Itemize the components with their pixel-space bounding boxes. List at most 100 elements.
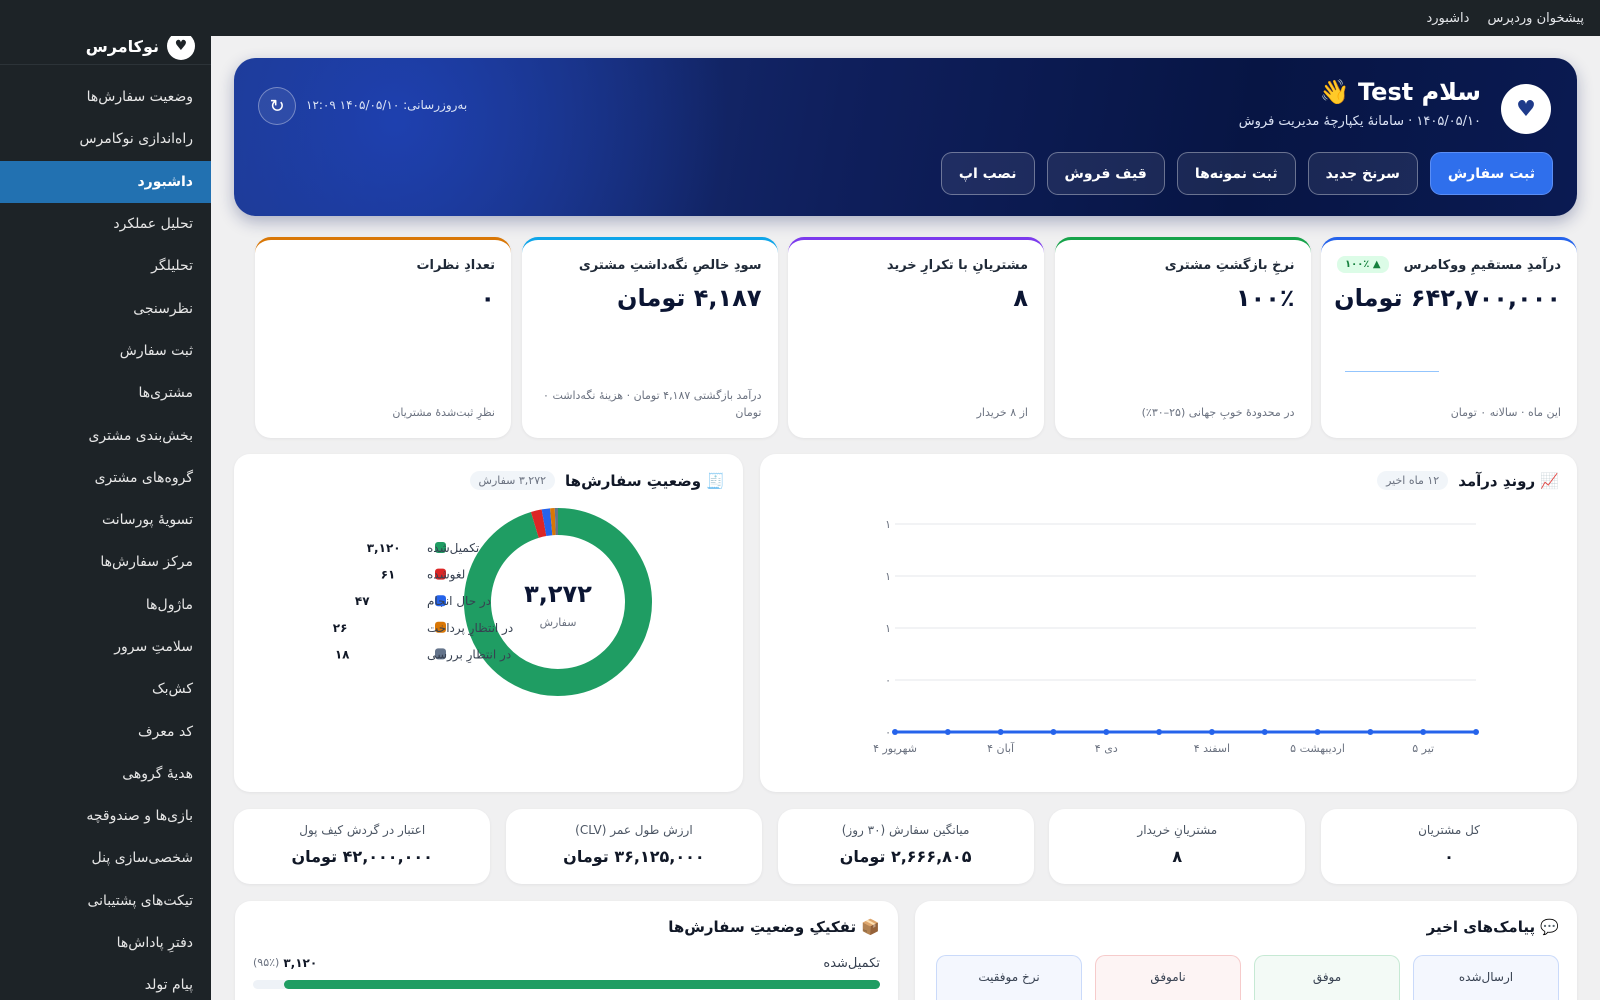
menu-item[interactable]: مرکز سفارش‌ها — [100, 554, 193, 571]
hero-button[interactable]: قیف فروش — [1046, 152, 1165, 195]
top-link[interactable]: پیشخوان وردپرس — [1487, 10, 1584, 26]
menu-item[interactable]: ماژول‌ها — [145, 596, 193, 613]
divider — [0, 64, 211, 65]
hero-button[interactable]: سرنخ جدید — [1307, 152, 1418, 195]
progress-bar — [284, 980, 880, 989]
stat-value: ۲,۶۶۶,۸۰۵ تومان — [839, 847, 972, 866]
legend-label: در انتظارِ بررسی — [427, 647, 511, 663]
point — [1208, 729, 1215, 735]
revenue-card: 📈 روندِ درآمد ۱۲ ماه اخیر ۱ ۱ ۱ ۰ ۰ شهریور ۴ آبا… — [760, 454, 1577, 792]
hero-logo: ♥ — [1501, 84, 1551, 134]
menu-item[interactable]: وضعیت سفارش‌ها — [86, 89, 193, 106]
y-tick-label: ۱ — [885, 570, 891, 583]
stat-value: ۴۲,۰۰۰,۰۰۰ تومان — [291, 847, 433, 866]
title: 📈 روندِ درآمد — [1458, 471, 1559, 490]
legend-value: ۲۶ — [333, 621, 348, 635]
kpi-note: این ماه · سالانه ۰ تومان — [1450, 406, 1561, 420]
kpi-title: درآمدِ مستقیمِ ووکامرس — [1403, 258, 1561, 273]
menu-item[interactable]: سلامتِ سرور — [114, 639, 193, 655]
stat-card: مشتریانِ خریدار ۸ — [1049, 809, 1306, 884]
refresh-button[interactable]: ↻ — [258, 87, 296, 125]
stat-card: ارزش طول عمر (CLV) ۳۶,۱۲۵,۰۰۰ تومان — [505, 809, 762, 884]
sms-box: ناموفق — [1095, 955, 1241, 1000]
card-title: 💬 پیامک‌های اخیر — [1427, 918, 1559, 936]
stat-label: کل مشتریان — [1418, 823, 1480, 837]
legend-label: تکمیل‌شده — [427, 541, 479, 555]
menu-item[interactable]: کش‌بک — [152, 681, 193, 698]
menu-item[interactable]: پیام تولد — [144, 977, 193, 994]
kpi-card: تعدادِ نظرات ۰ نظرِ ثبت‌شدهٔ مشتریان — [255, 237, 511, 438]
stat-label: اعتبار در گردش کیف پول — [299, 823, 426, 837]
main: ♥ سلام Test 👋 ۱۴۰۵/۰۵/۱۰ · سامانهٔ یکپار… — [211, 36, 1600, 1000]
x-tick-label: تیر ۵ — [1412, 742, 1434, 755]
sms-box: موفق — [1254, 955, 1400, 1000]
kpi-title: سودِ خالصِ نگه‌داشتِ مشتری — [578, 258, 762, 273]
menu-item[interactable]: تحلیل عملکرد — [113, 216, 193, 233]
y-tick-label: ۱ — [885, 518, 891, 531]
kpi-value: ۴,۱۸۷ تومان — [617, 284, 762, 312]
sms-box: نرخ موفقیت — [936, 955, 1082, 1000]
stat-card: اعتبار در گردش کیف پول ۴۲,۰۰۰,۰۰۰ تومان — [234, 809, 491, 884]
hero-button[interactable]: ثبت سفارش — [1429, 152, 1553, 195]
hero-buttons: ثبت سفارش سرنخ جدید ثبت نمونه‌ها قیف فروش نص… — [940, 152, 1553, 195]
x-tick-label: آبان ۴ — [987, 741, 1015, 755]
kpi-title: مشتریانِ با تکرارِ خرید — [886, 258, 1028, 273]
center-label: سفارش — [540, 616, 577, 629]
x-tick-label: شهریور ۴ — [873, 742, 917, 755]
hero-title: سلام Test 👋 — [1319, 78, 1481, 106]
sidebar: ♥ نوکامرس وضعیت سفارش‌ها راه‌اندازی نوکام… — [0, 36, 211, 1000]
menu-item[interactable]: راه‌اندازی نوکامرس — [79, 131, 193, 148]
hero-button[interactable]: ثبت نمونه‌ها — [1176, 152, 1296, 195]
point — [892, 729, 898, 735]
menu-item[interactable]: تحلیلگر — [151, 258, 193, 275]
legend-swatch — [435, 542, 446, 553]
card-title: 📈 روندِ درآمد ۱۲ ماه اخیر — [1377, 471, 1559, 490]
kpi-title: نرخِ بازگشتِ مشتری — [1164, 258, 1295, 273]
menu-item[interactable]: مشتری‌ها — [138, 385, 193, 402]
menu-item[interactable]: دفترِ پاداش‌ها — [116, 935, 193, 952]
top-link[interactable]: داشبورد — [1426, 10, 1470, 26]
row-percent: (۹۵٪) — [253, 956, 280, 969]
y-tick-label: ۱ — [885, 622, 891, 635]
menu-item[interactable]: داشبورد — [0, 160, 211, 203]
hero-button[interactable]: نصب اپ — [940, 152, 1035, 195]
kpi-card: درآمدِ مستقیمِ ووکامرس ۶۴۲,۷۰۰,۰۰۰ تومان ا… — [1321, 237, 1577, 438]
stat-card: میانگین سفارش (۳۰ روز) ۲,۶۶۶,۸۰۵ تومان — [777, 809, 1034, 884]
title: 💬 پیامک‌های اخیر — [1426, 918, 1559, 936]
point — [1314, 729, 1321, 735]
legend-value: ۴۷ — [355, 594, 370, 608]
point — [1473, 729, 1479, 735]
center-value: ۳,۲۷۲ — [524, 580, 592, 608]
top-bar: پیشخوان وردپرس داشبورد — [0, 0, 1600, 36]
kpi-value: ۶۴۲,۷۰۰,۰۰۰ تومان — [1334, 284, 1561, 312]
updated: به‌روزرسانی: ۱۴۰۵/۰۵/۱۰ ۱۲:۰۹ — [306, 98, 468, 112]
row-value: ۳,۱۲۰ (۹۵٪) — [253, 956, 317, 970]
menu-item[interactable]: نظرسنجی — [133, 300, 193, 317]
badge: ۱۲ ماه اخیر — [1377, 471, 1449, 490]
menu-item[interactable]: بخش‌بندی مشتری — [88, 427, 193, 444]
row-label: تکمیل‌شده — [823, 956, 880, 971]
donut-chart: ۳,۲۷۲ سفارش تکمیل‌شده ۳,۱۲۰ لغوشده ۶۱ در حال ا… — [333, 508, 652, 696]
donut-segment — [541, 508, 553, 537]
kpi-note: از ۸ خریدار — [976, 406, 1028, 420]
point — [1156, 729, 1163, 735]
menu-item[interactable]: گروه‌های مشتری — [94, 469, 193, 486]
y-tick-label: ۰ — [885, 726, 891, 739]
menu-item[interactable]: شخصی‌سازی پنل — [91, 850, 193, 867]
kpi-card: سودِ خالصِ نگه‌داشتِ مشتری ۴,۱۸۷ تومان درآ… — [521, 237, 778, 438]
menu-item[interactable]: تسویهٔ پورسانت — [102, 512, 193, 529]
x-tick-label: دی ۴ — [1095, 742, 1118, 755]
point — [1367, 729, 1374, 735]
legend-value: ۱۸ — [335, 647, 350, 661]
point — [1261, 729, 1268, 735]
menu-item[interactable]: هدیهٔ گروهی — [122, 765, 193, 782]
menu-item[interactable]: تیکت‌های پشتیبانی — [87, 892, 193, 909]
legend-value: ۶۱ — [381, 568, 396, 582]
sms-box: ارسال‌شده — [1413, 955, 1559, 1000]
menu-item[interactable]: کد معرف — [138, 723, 193, 740]
menu-item[interactable]: ثبت سفارش — [119, 342, 193, 359]
menu-item[interactable]: بازی‌ها و صندوقچه — [86, 808, 193, 825]
card-title: 🧾 وضعیتِ سفارش‌ها ۳,۲۷۲ سفارش — [469, 471, 725, 490]
kpi-value: ۱۰۰٪ — [1235, 284, 1295, 312]
line-chart: ۱ ۱ ۱ ۰ ۰ شهریور ۴ آبان ۴ دی ۴ اسفند ۴ اردیبهشت ۵… — [873, 518, 1479, 755]
